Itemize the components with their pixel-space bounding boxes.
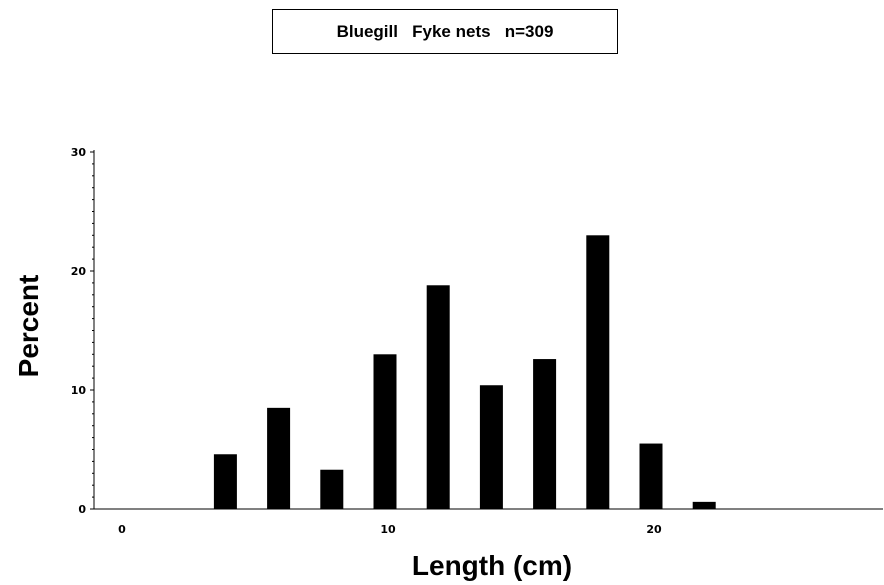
y-tick-label: 10 xyxy=(71,384,87,397)
chart-title: Bluegill Fyke nets n=309 xyxy=(336,21,554,41)
x-axis-label: Length (cm) xyxy=(412,550,572,581)
x-tick-label: 10 xyxy=(380,523,396,536)
axes: 0 10 20 30 0 10 20 xyxy=(71,146,883,536)
x-tick-label: 0 xyxy=(118,523,126,536)
bar xyxy=(479,385,503,509)
bar xyxy=(692,501,716,509)
bars xyxy=(213,235,716,510)
x-tick-label: 20 xyxy=(646,523,662,536)
bar xyxy=(586,235,610,510)
bar xyxy=(320,469,344,509)
bar xyxy=(426,285,450,509)
y-tick-label: 0 xyxy=(78,503,86,516)
y-tick-label: 30 xyxy=(71,146,87,159)
bar xyxy=(213,454,237,509)
chart-title-box: Bluegill Fyke nets n=309 xyxy=(272,9,618,54)
y-axis-label: Percent xyxy=(13,275,44,378)
bar xyxy=(373,354,397,509)
y-tick-label: 20 xyxy=(71,265,87,278)
bar xyxy=(533,359,557,509)
bar xyxy=(639,443,663,509)
bar xyxy=(267,407,291,509)
